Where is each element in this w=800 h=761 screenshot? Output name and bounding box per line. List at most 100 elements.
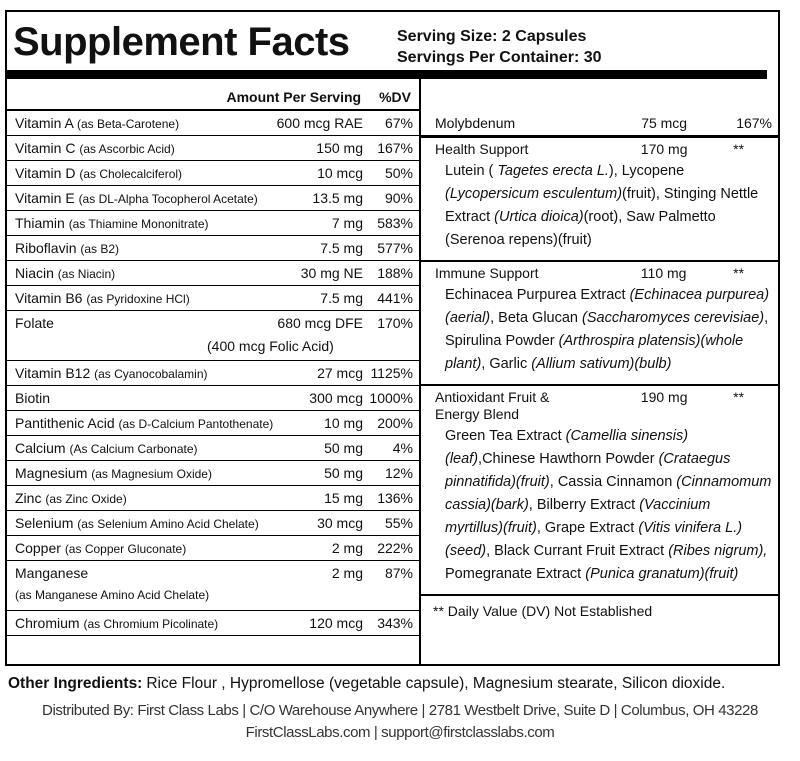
nutrient-note: (as Zinc Oxide) xyxy=(45,492,127,506)
blend-header: Immune Support 110 mg ** xyxy=(435,265,772,282)
blend-dv: ** xyxy=(733,389,745,405)
nutrient-amount: 680 mcg DFE xyxy=(277,315,363,331)
blend: Antioxidant Fruit & Energy Blend 190 mg **… xyxy=(421,386,778,596)
divider xyxy=(7,70,767,79)
blend-table: Molybdenum 75 mcg 167% Health Support 170 mg… xyxy=(421,79,778,619)
blend-header: Antioxidant Fruit & Energy Blend 190 mg ** xyxy=(435,389,772,423)
blend-amount: 170 mg xyxy=(640,141,688,157)
nutrient-row: Vitamin C (as Ascorbic Acid) 150 mg 167% xyxy=(7,136,419,161)
nutrient-dv: 577% xyxy=(377,240,413,256)
serving-size: Serving Size: 2 Capsules xyxy=(397,28,587,45)
ingredient-text: Pomegranate Extract xyxy=(445,566,586,582)
nutrient-amount: 2 mg xyxy=(331,565,363,581)
nutrient-cell: Riboflavin (as B2) xyxy=(15,240,320,256)
nutrient-dv: 1125% xyxy=(370,365,413,381)
nutrient-note: (as Pyridoxine HCl) xyxy=(86,292,190,306)
nutrient-cell: Manganese xyxy=(15,565,332,581)
nutrient-row: Riboflavin (as B2) 7.5 mg 577% xyxy=(7,236,419,261)
ingredient-text: (Allium sativum)(bulb) xyxy=(531,356,672,372)
molybdenum-row: Molybdenum 75 mcg 167% xyxy=(421,111,778,138)
nutrient-note: (as Ascorbic Acid) xyxy=(79,142,175,156)
nutrient-row: Vitamin A (as Beta-Carotene) 600 mcg RAE 6… xyxy=(7,111,419,136)
nutrient-note: (as Beta-Carotene) xyxy=(77,117,180,131)
nutrient-name: Magnesium xyxy=(15,465,88,481)
nutrient-row: Magnesium (as Magnesium Oxide) 50 mg 12% xyxy=(7,461,419,486)
nutrient-dv: 583% xyxy=(377,215,413,231)
nutrient-row: Niacin (as Niacin) 30 mg NE 188% xyxy=(7,261,419,286)
nutrient-amount: 2 mg xyxy=(331,540,363,556)
nutrient-cell: Thiamin (as Thiamine Mononitrate) xyxy=(15,215,332,231)
ingredient-text: (Echinacea purpurea)(aerial) xyxy=(445,287,770,326)
ingredient-text: (Cinnamomum cassia)(bark) xyxy=(445,474,772,513)
ingredient-text: , Cassia Cinnamon xyxy=(549,474,677,490)
nutrient-name: Vitamin C xyxy=(15,140,76,156)
nutrient-amount: 150 mg xyxy=(316,140,363,156)
nutrient-dv: 55% xyxy=(384,515,413,531)
nutrient-dv: 170% xyxy=(377,315,413,331)
nutrient-cell: Vitamin C (as Ascorbic Acid) xyxy=(15,140,316,156)
ingredient-text: (Crataegus pinnatifida)(fruit) xyxy=(445,451,731,490)
nutrient-name: Vitamin E xyxy=(15,190,75,206)
nutrient-note: (as Chromium Picolinate) xyxy=(83,617,219,631)
distributor: Distributed By: First Class Labs | C/O W… xyxy=(42,702,758,719)
ingredient-text: (Arthrospira platensis)(whole plant) xyxy=(445,333,744,372)
nutrient-amount: 7 mg xyxy=(331,215,363,231)
ingredient-text: (Lycopersicum esculentum) xyxy=(445,186,623,202)
nutrient-name: Zinc xyxy=(15,490,42,506)
nutrient-extra: (400 mcg Folic Acid) xyxy=(207,338,334,354)
nutrient-dv: 167% xyxy=(736,115,772,131)
ingredient-text: , Beta Glucan xyxy=(490,310,583,326)
nutrient-row: Thiamin (as Thiamine Mononitrate) 7 mg 583… xyxy=(7,211,419,236)
nutrient-name: Biotin xyxy=(15,390,51,406)
nutrient-dv: 441% xyxy=(377,290,413,306)
footnote: ** Daily Value (DV) Not Established xyxy=(433,603,653,619)
nutrient-cell: Zinc (as Zinc Oxide) xyxy=(15,490,324,506)
label: Supplement Facts Serving Size: 2 Capsule… xyxy=(5,10,780,666)
nutrient-amount: 10 mcg xyxy=(317,165,363,181)
nutrient-amount: 7.5 mg xyxy=(320,240,363,256)
ingredient-text: , Bilberry Extract xyxy=(528,497,640,513)
nutrient-table: Amount Per Serving %DV Vitamin A (as Beta… xyxy=(7,79,421,664)
dv-header: %DV xyxy=(379,89,411,105)
nutrient-dv: 90% xyxy=(384,190,413,206)
blend: Immune Support 110 mg ** Echinacea Purpurea… xyxy=(421,262,778,386)
ingredient-text: ,Chinese Hawthorn Powder xyxy=(478,451,659,467)
ingredient-text: Echinacea Purpurea Extract xyxy=(445,287,630,303)
nutrient-dv: 87% xyxy=(384,565,413,581)
nutrient-dv: 12% xyxy=(384,465,413,481)
nutrient-cell: Niacin (as Niacin) xyxy=(15,265,301,281)
nutrient-cell: Magnesium (as Magnesium Oxide) xyxy=(15,465,324,481)
blend-amount: 110 mg xyxy=(640,265,687,281)
amount-header: Amount Per Serving xyxy=(226,89,362,105)
nutrient-dv: 200% xyxy=(377,415,413,431)
nutrient-amount: 13.5 mg xyxy=(312,190,363,206)
ingredient-text: ), Lycopene xyxy=(608,163,685,179)
blend-name: Health Support xyxy=(435,141,529,157)
ingredient-text: (Urtica dioica) xyxy=(494,209,584,225)
ingredient-text: (Camellia sinensis)(leaf) xyxy=(445,428,689,467)
ingredient-text: (Vitis vinifera L.)(seed) xyxy=(445,520,743,559)
nutrient-note: (as Thiamine Mononitrate) xyxy=(68,217,209,231)
nutrient-cell: Biotin xyxy=(15,390,309,406)
nutrient-row: Pantithenic Acid (as D-Calcium Pantothen… xyxy=(7,411,419,436)
ingredient-text: , Grape Extract xyxy=(536,520,639,536)
nutrient-dv: 188% xyxy=(377,265,413,281)
blend-dv: ** xyxy=(733,141,745,157)
nutrient-amount: 10 mg xyxy=(324,415,363,431)
nutrient-name: Chromium xyxy=(15,615,80,631)
nutrient-name: Calcium xyxy=(15,440,66,456)
nutrient-row: Biotin 300 mcg 1000% xyxy=(7,386,419,411)
nutrient-name: Vitamin B6 xyxy=(15,290,83,306)
nutrient-name: Vitamin D xyxy=(15,165,76,181)
nutrient-row: Copper (as Copper Gluconate) 2 mg 222% xyxy=(7,536,419,561)
nutrient-dv: 136% xyxy=(377,490,413,506)
blend: Health Support 170 mg ** Lutein ( Tagetes e… xyxy=(421,138,778,262)
nutrient-row: Calcium (As Calcium Carbonate) 50 mg 4% xyxy=(7,436,419,461)
blend-name: Antioxidant Fruit & Energy Blend xyxy=(435,389,550,422)
ingredient-text: (Vaccinium myrtillus)(fruit) xyxy=(445,497,711,536)
nutrient-dv: 222% xyxy=(377,540,413,556)
ingredient-text: , Spirulina Powder xyxy=(445,310,769,349)
table-header: Amount Per Serving %DV xyxy=(7,79,419,111)
nutrient-name: Vitamin A xyxy=(15,115,74,131)
